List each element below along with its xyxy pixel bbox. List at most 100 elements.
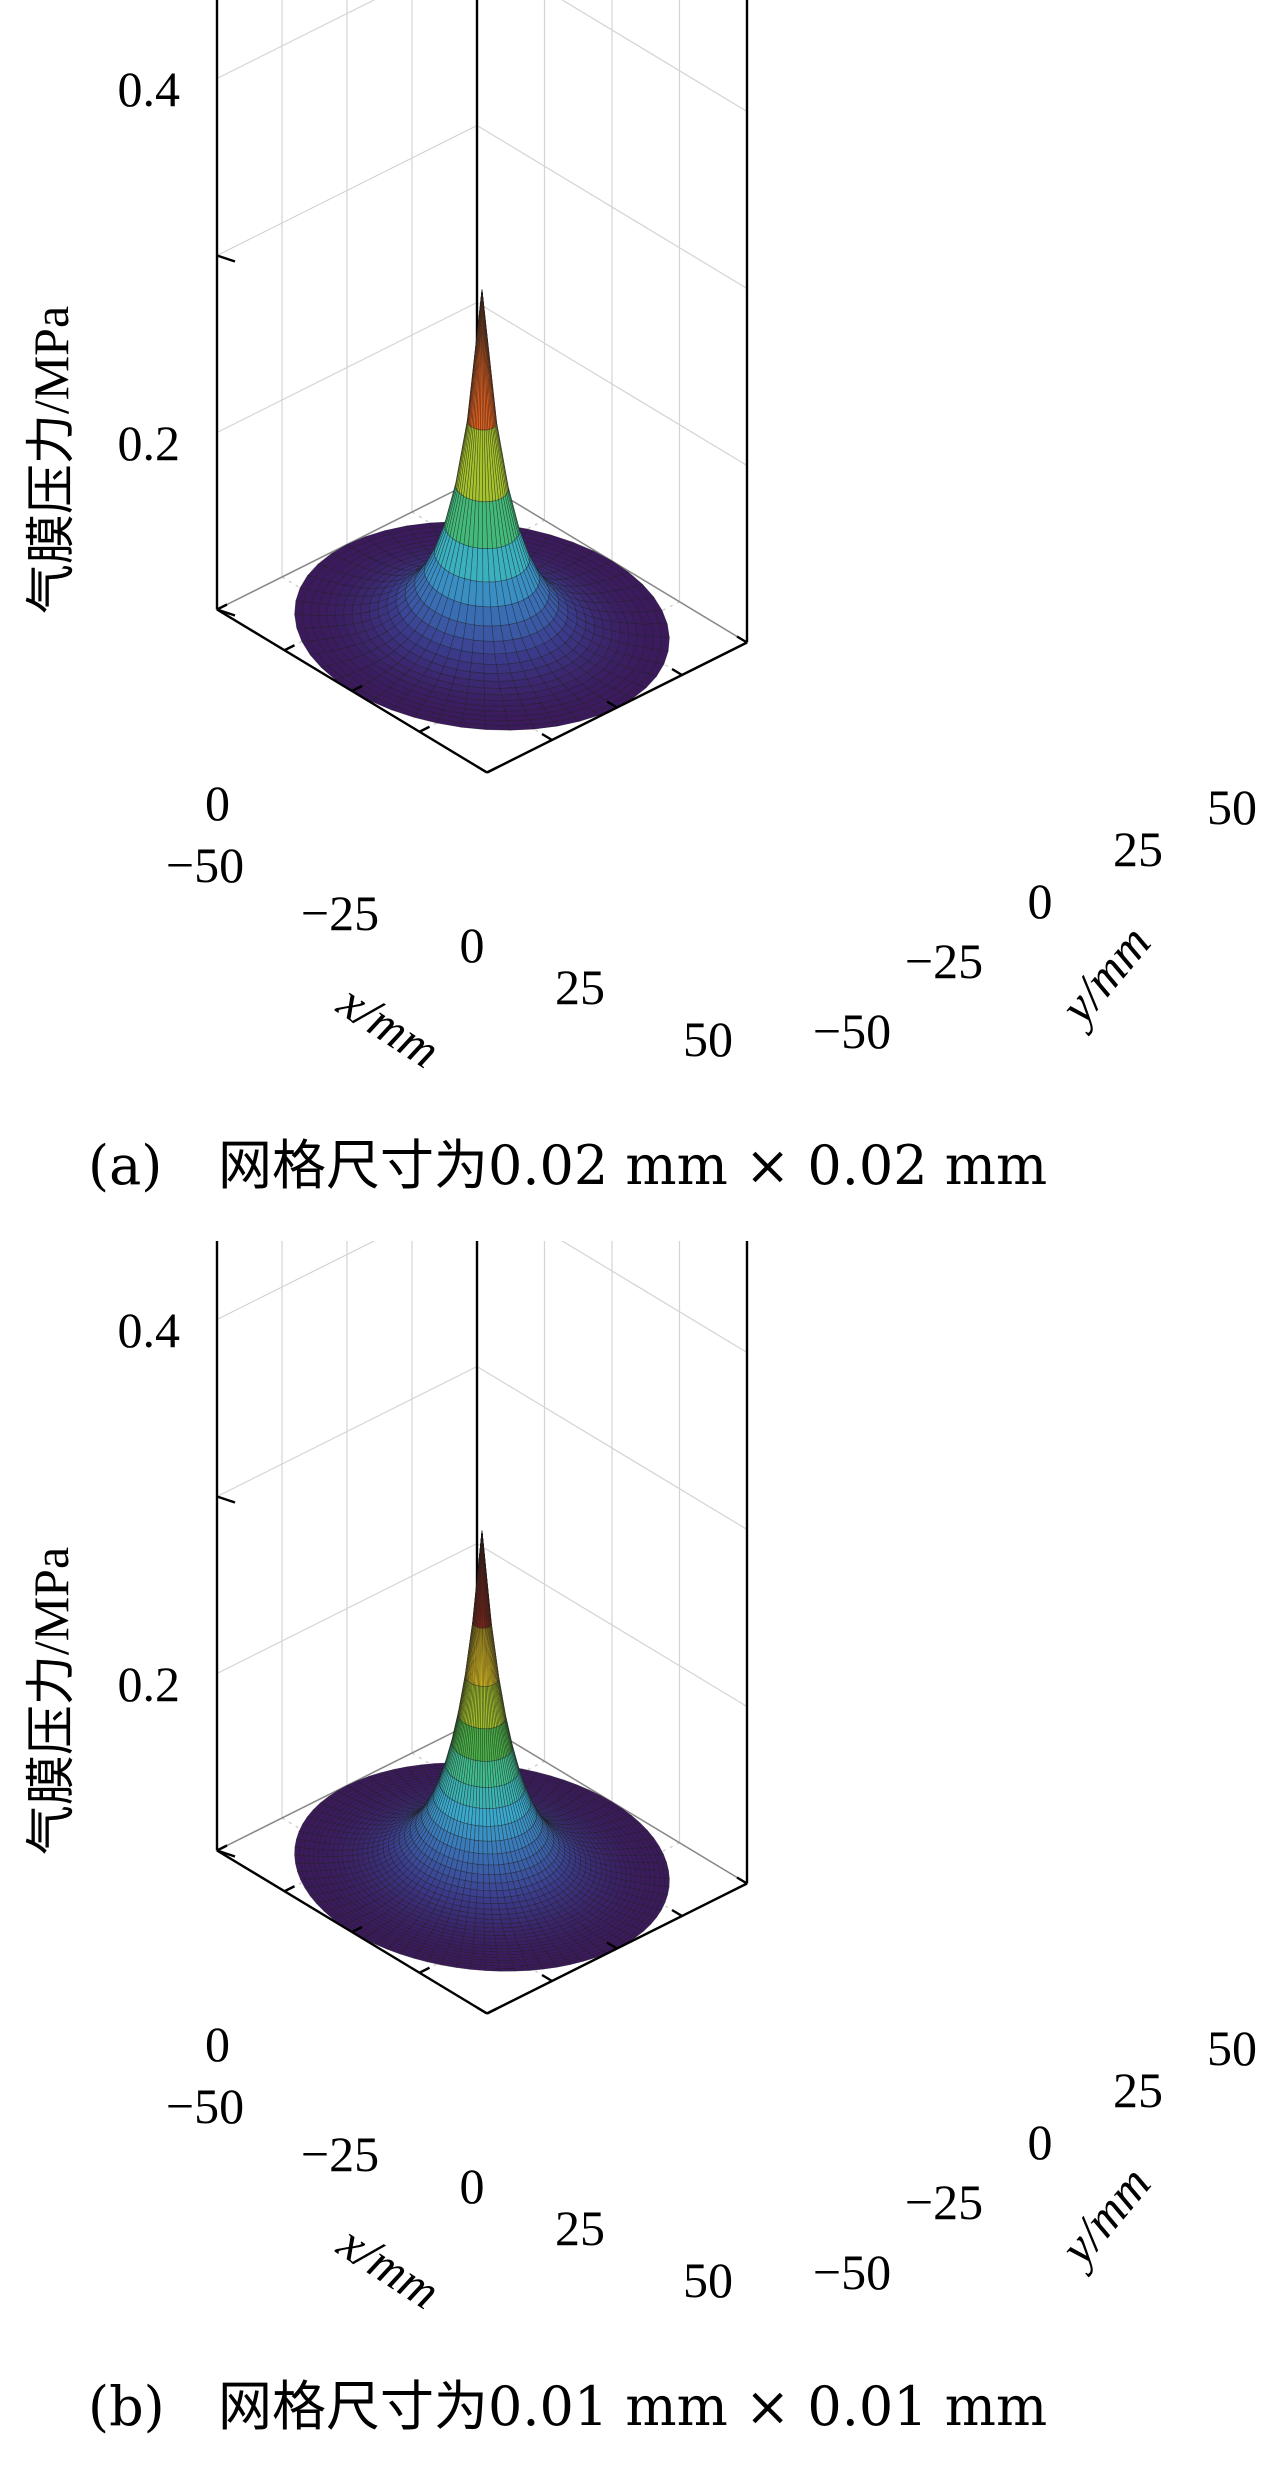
surface-facet [493,1927,505,1933]
surface-facet [501,1922,513,1929]
surface-facet [493,640,507,655]
surface-facet [322,1849,329,1857]
surface-facet [659,623,670,639]
surface-facet [659,636,670,652]
grid-line [476,1542,748,1708]
surface-facet [294,600,305,616]
surface-facet [476,1889,485,1898]
surface-facet [497,1896,506,1905]
surface-facet [484,705,506,712]
grid-line [561,1241,748,1354]
surface-facet [475,580,484,608]
surface-facet [343,614,354,626]
surface-facet [483,672,500,682]
surface-facet [342,1849,349,1857]
surface-facet [494,653,509,665]
surface-facet [498,1962,514,1967]
surface-facet [472,639,484,655]
surface-facet [460,638,474,653]
surface-facet [474,1825,480,1842]
chart-b-surface [294,1530,670,1972]
grid-line [476,124,748,290]
x-tick [486,2007,498,2015]
surface-facet [476,1882,484,1891]
surface-facet [483,1913,493,1920]
surface-facet [645,1876,651,1885]
chart-panel-b: 0.4 0.2 0 气膜压力/MPa −50 −25 0 25 50 x/mm … [0,1241,1274,2482]
surface-facet [484,699,505,707]
z-tick [216,254,236,263]
surface-facet [491,1914,502,1920]
surface-facet [488,1874,496,1884]
surface-facet [334,604,345,616]
x-tick [418,725,431,733]
y-tick [476,765,488,774]
grid-line [216,301,478,434]
surface-facet [499,1913,510,1920]
surface-facet [499,1968,516,1972]
x-tick [351,684,363,693]
surface-facet [477,1853,484,1866]
surface-facet [497,1957,512,1961]
surface-facet [498,1908,509,1915]
x-tick [486,766,498,774]
surface-facet [318,603,329,616]
x-tick [283,1885,296,1893]
surface-facet [498,680,517,689]
surface-facet [317,1849,324,1857]
y-tick [671,667,683,677]
surface-facet [470,662,485,674]
z-tick [216,1495,236,1504]
surface-facet [471,652,485,665]
y-tick-label: 25 [1113,2062,1163,2118]
chart-a-front-axes [216,603,748,774]
surface-facet [482,581,491,608]
surface-facet [664,1878,670,1888]
panel-b-tag: (b) [88,2375,165,2438]
grid-line [561,0,748,113]
x-tick [418,1966,431,1974]
x-axis-label: x/mm [328,972,450,1079]
surface-facet [483,1890,491,1898]
surface-facet [496,1951,511,1956]
surface-facet [474,1807,480,1827]
surface-facet [465,1871,473,1883]
surface-facet [310,602,321,616]
surface-facet [482,1864,490,1876]
surface-facet [490,1897,499,1905]
grid-line [216,124,478,257]
surface-facet [342,1855,349,1863]
x-tick-label: −50 [166,837,244,893]
surface-facet [483,663,498,674]
y-tick [671,1908,683,1918]
surface-facet [663,1870,670,1880]
surface-facet [347,1855,354,1863]
x-tick-label: 50 [683,1011,733,1067]
surface-facet [492,1918,503,1925]
surface-facet [482,1853,489,1866]
surface-facet [487,1853,494,1866]
surface-facet [478,1807,484,1827]
surface-facet [630,1874,637,1883]
y-tick [736,635,748,644]
surface-facet [483,1874,490,1884]
grid-line [216,1241,376,1321]
x-tick-label: −50 [166,2078,244,2134]
chart-b-svg: 0.4 0.2 0 气膜压力/MPa −50 −25 0 25 50 x/mm … [23,1241,1257,2438]
surface-facet [463,1880,472,1890]
surface-facet [298,1847,305,1857]
y-tick-label: −25 [905,933,983,989]
surface-facet [485,724,511,731]
y-tick [476,2006,488,2015]
surface-facet [351,604,362,615]
y-tick-label: −50 [813,2244,891,2300]
surface-facet [498,1960,513,1964]
surface-facet [483,1918,494,1925]
surface-facet [471,1863,479,1875]
y-tick-label: 50 [1207,779,1257,835]
surface-facet [651,636,662,651]
x-tick-label: −25 [301,2126,379,2182]
surface-facet [659,1877,666,1887]
surface-facet [492,1923,504,1929]
surface-facet [635,1875,642,1884]
